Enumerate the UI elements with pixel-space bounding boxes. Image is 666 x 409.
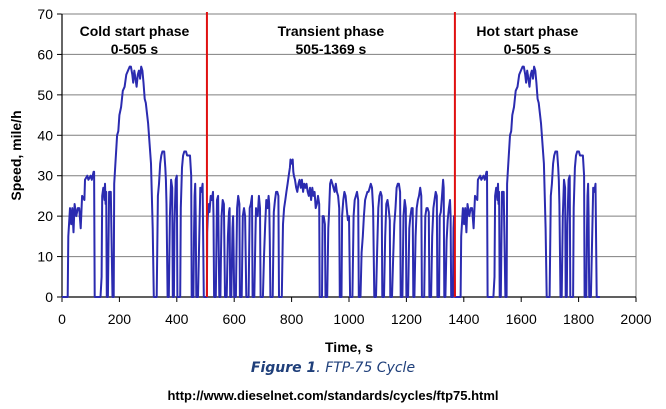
y-tick-label: 70: [37, 6, 53, 22]
phase-range-label: 0-505 s: [111, 41, 159, 57]
y-axis-title: Speed, mile/h: [8, 110, 24, 200]
phase-annotations: Cold start phase 0-505 s Transient phase 50…: [80, 23, 579, 57]
phase-range-label: 0-505 s: [504, 41, 552, 57]
source-url: http://www.dieselnet.com/standards/cycle…: [167, 388, 499, 403]
x-tick-label: 0: [58, 311, 66, 327]
x-tick-label: 200: [108, 311, 132, 327]
phase-dividers: [205, 12, 456, 297]
y-tick-label: 60: [37, 46, 53, 62]
x-tick-label: 1400: [448, 311, 479, 327]
figure-caption-label: Figure 1: [250, 360, 317, 376]
x-tick-label: 1800: [563, 311, 594, 327]
y-tick-label: 0: [45, 289, 53, 305]
figure-caption: Figure 1. FTP-75 Cycle: [0, 360, 666, 376]
phase-label: Transient phase: [278, 23, 385, 39]
phase-label: Cold start phase: [80, 23, 190, 39]
x-tick-label: 1000: [333, 311, 364, 327]
phase-label: Hot start phase: [476, 23, 578, 39]
tick-labels: 0 10 20 30 40 50 60 70 0 200 400 600 800 1000 1200 1400…: [37, 6, 651, 327]
y-tick-label: 10: [37, 249, 53, 265]
x-tick-label: 400: [165, 311, 189, 327]
speed-series-line: [62, 65, 600, 298]
figure-caption-text: . FTP-75 Cycle: [316, 360, 416, 376]
x-tick-label: 600: [223, 311, 247, 327]
phase-range-label: 505-1369 s: [295, 41, 366, 57]
y-tick-label: 40: [37, 127, 53, 143]
x-tick-label: 2000: [620, 311, 651, 327]
y-tick-label: 20: [37, 208, 53, 224]
speed-chart: 0 10 20 30 40 50 60 70 0 200 400 600 800 1000 1200 1400…: [8, 6, 652, 355]
x-axis-title: Time, s: [325, 339, 373, 355]
x-tick-label: 800: [280, 311, 304, 327]
y-tick-label: 30: [37, 168, 53, 184]
y-tick-label: 50: [37, 87, 53, 103]
x-tick-label: 1200: [391, 311, 422, 327]
x-tick-label: 1600: [506, 311, 537, 327]
series-layer: [62, 65, 600, 298]
